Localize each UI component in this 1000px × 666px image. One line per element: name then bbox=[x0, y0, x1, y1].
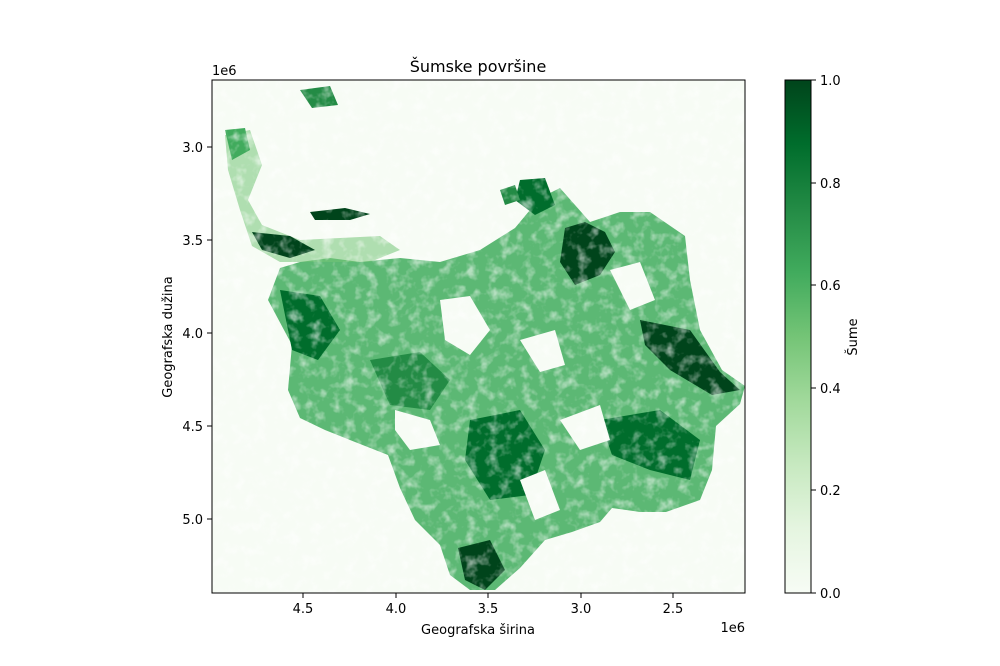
y-tick-label: 4.0 bbox=[182, 327, 203, 342]
colorbar-tick-label: 1.0 bbox=[820, 74, 841, 89]
x-tick-label: 2.5 bbox=[663, 602, 684, 617]
colorbar-tick-label: 0.6 bbox=[820, 279, 841, 294]
y-offset-label: 1e6 bbox=[212, 64, 237, 79]
y-tick-label: 3.0 bbox=[182, 141, 203, 156]
colorbar: 0.0 0.2 0.4 0.6 0.8 1.0 Šume bbox=[784, 74, 861, 602]
colorbar-label: Šume bbox=[845, 318, 861, 355]
colorbar-tick-label: 0.4 bbox=[820, 382, 841, 397]
y-tick-label: 4.5 bbox=[182, 420, 203, 435]
x-tick-label: 4.0 bbox=[386, 602, 407, 617]
x-tick-label: 3.0 bbox=[571, 602, 592, 617]
colorbar-tick-label: 0.0 bbox=[820, 587, 841, 602]
y-tick-label: 5.0 bbox=[182, 513, 203, 528]
y-axis: 3.0 3.5 4.0 4.5 5.0 bbox=[182, 141, 212, 528]
raster-texture bbox=[212, 80, 745, 593]
chart-title: Šumske površine bbox=[410, 57, 547, 76]
forest-raster bbox=[212, 80, 745, 593]
axes-frame bbox=[211, 79, 746, 594]
colorbar-tick-label: 0.8 bbox=[820, 177, 841, 192]
x-tick-label: 4.5 bbox=[293, 602, 314, 617]
colorbar-tick-label: 0.2 bbox=[820, 484, 841, 499]
y-tick-label: 3.5 bbox=[182, 234, 203, 249]
x-axis: 4.5 4.0 3.5 3.0 2.5 bbox=[293, 593, 684, 617]
x-tick-label: 3.5 bbox=[478, 602, 499, 617]
x-axis-label: Geografska širina bbox=[421, 623, 535, 638]
colorbar-gradient bbox=[784, 79, 812, 594]
y-axis-label: Geografska dužina bbox=[161, 276, 176, 397]
x-offset-label: 1e6 bbox=[720, 621, 745, 636]
